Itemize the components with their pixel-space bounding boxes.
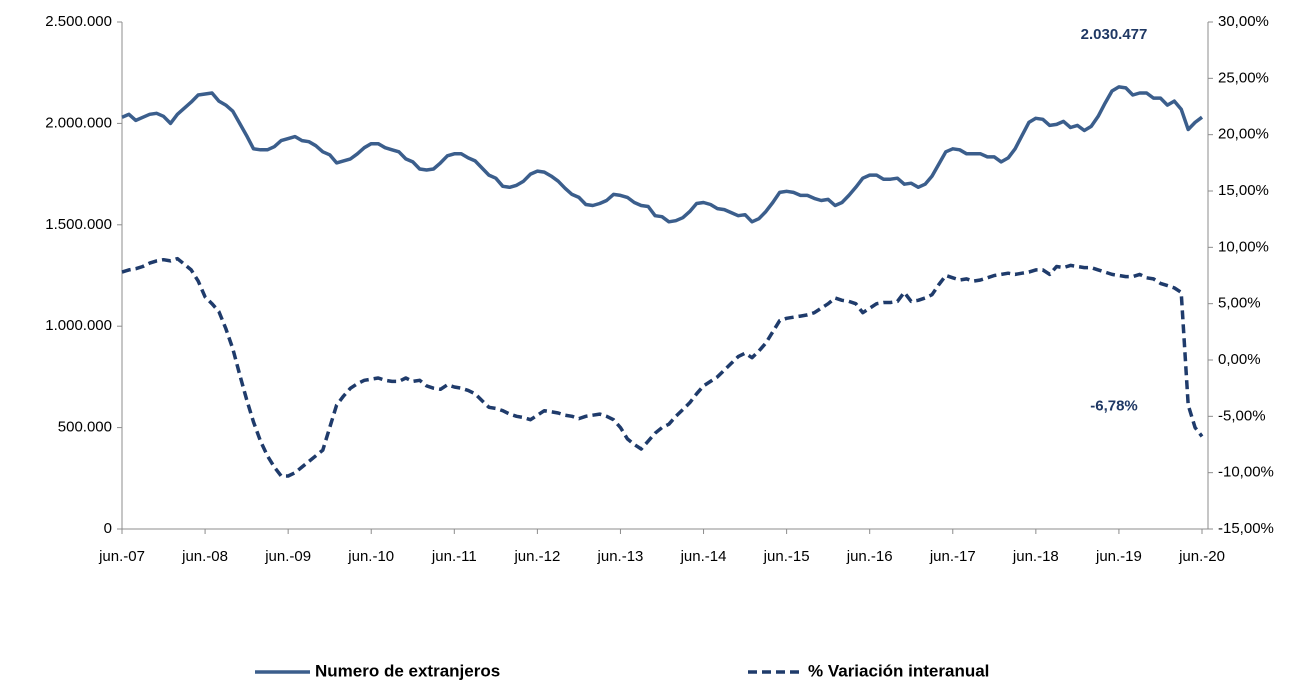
x-tick-label: jun.-20 — [1178, 548, 1225, 565]
x-tick-label: jun.-17 — [929, 548, 976, 565]
x-tick-label: jun.-11 — [431, 548, 477, 565]
y-tick-label: 0 — [104, 520, 112, 537]
x-tick-label: jun.-16 — [846, 548, 893, 565]
x-tick-label: jun.-08 — [181, 548, 228, 565]
y-tick-label: 500.000 — [58, 419, 112, 436]
x-tick-label: jun.-14 — [680, 548, 727, 565]
series-line — [121, 256, 1204, 478]
annotation: -6,78% — [1090, 397, 1138, 414]
y2-tick-label: 20,00% — [1218, 126, 1269, 143]
y2-tick-label: -15,00% — [1218, 520, 1274, 537]
legend-label: Numero de extranjeros — [315, 661, 500, 680]
x-tick-label: jun.-15 — [763, 548, 810, 565]
y2-tick-label: 30,00% — [1218, 13, 1269, 30]
y2-tick-label: -5,00% — [1218, 407, 1266, 424]
y2-tick-label: 0,00% — [1218, 351, 1261, 368]
y-tick-label: 1.500.000 — [45, 216, 112, 233]
y2-tick-label: -10,00% — [1218, 464, 1274, 481]
y-tick-label: 2.000.000 — [45, 114, 112, 131]
x-tick-label: jun.-07 — [98, 548, 145, 565]
legend-label: % Variación interanual — [808, 661, 989, 680]
x-tick-label: jun.-12 — [513, 548, 560, 565]
y2-tick-label: 10,00% — [1218, 238, 1269, 255]
y-tick-label: 2.500.000 — [45, 13, 112, 30]
y-tick-label: 1.000.000 — [45, 317, 112, 334]
annotation: 2.030.477 — [1081, 26, 1148, 43]
x-tick-label: jun.-19 — [1095, 548, 1142, 565]
x-tick-label: jun.-10 — [347, 548, 394, 565]
x-tick-label: jun.-18 — [1012, 548, 1059, 565]
y2-tick-label: 5,00% — [1218, 295, 1261, 312]
x-tick-label: jun.-13 — [597, 548, 644, 565]
x-tick-label: jun.-09 — [264, 548, 311, 565]
series-line — [121, 85, 1204, 224]
y2-tick-label: 25,00% — [1218, 69, 1269, 86]
y2-tick-label: 15,00% — [1218, 182, 1269, 199]
